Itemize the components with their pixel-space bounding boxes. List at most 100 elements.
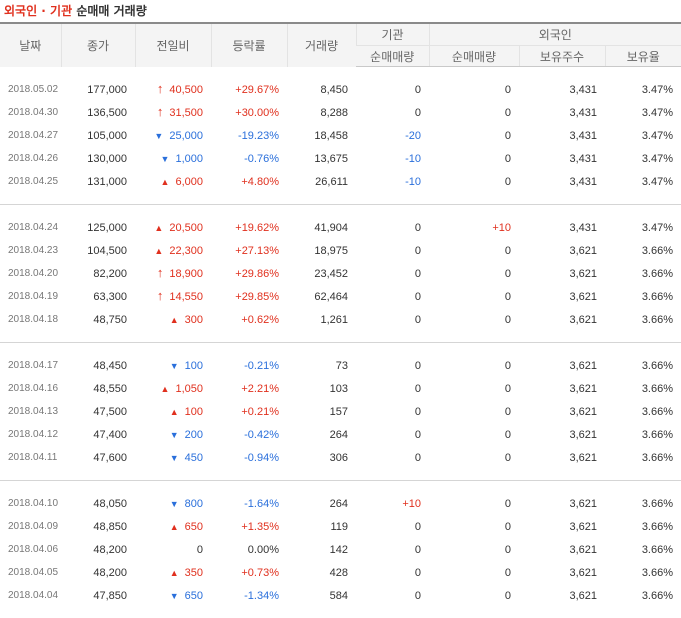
cell-volume-value: 13,675 — [314, 153, 348, 165]
cell-close-value: 136,500 — [87, 107, 127, 119]
cell-inst-net-value: 0 — [415, 107, 421, 119]
cell-volume: 306 — [287, 446, 356, 469]
cell-date: 2018.04.09 — [0, 515, 61, 538]
cell-change: ▲300 — [135, 308, 211, 331]
cell-close-value: 131,000 — [87, 176, 127, 188]
cell-volume-value: 23,452 — [314, 268, 348, 280]
cell-close-value: 48,200 — [93, 567, 127, 579]
cell-date: 2018.04.11 — [0, 446, 61, 469]
cell-volume: 41,904 — [287, 216, 356, 239]
cell-inst-net-value: 0 — [415, 452, 421, 464]
cell-date-value: 2018.04.17 — [8, 360, 58, 371]
cell-volume: 13,675 — [287, 147, 356, 170]
cell-foreign-hold: 3,431 — [519, 101, 605, 124]
cell-foreign-ratio-value: 3.66% — [642, 383, 673, 395]
cell-foreign-net: 0 — [429, 561, 519, 584]
cell-foreign-net-value: +10 — [492, 222, 511, 234]
cell-foreign-net-value: 0 — [505, 498, 511, 510]
cell-close: 48,750 — [61, 308, 135, 331]
cell-foreign-net-value: 0 — [505, 245, 511, 257]
cell-foreign-hold: 3,431 — [519, 78, 605, 101]
cell-change-value: 100 — [185, 360, 203, 372]
cell-date-value: 2018.04.27 — [8, 130, 58, 141]
cell-foreign-hold: 3,621 — [519, 561, 605, 584]
upper-limit-arrow-icon: ↑ — [157, 107, 164, 117]
cell-foreign-hold-value: 3,431 — [569, 153, 597, 165]
cell-date-value: 2018.04.20 — [8, 268, 58, 279]
cell-volume: 18,975 — [287, 239, 356, 262]
cell-rate-value: 0.00% — [248, 544, 279, 556]
cell-volume: 18,458 — [287, 124, 356, 147]
cell-change: ▼25,000 — [135, 124, 211, 147]
cell-rate: +2.21% — [211, 377, 287, 400]
cell-rate: +19.62% — [211, 216, 287, 239]
cell-foreign-ratio-value: 3.47% — [642, 222, 673, 234]
cell-close-value: 104,500 — [87, 245, 127, 257]
triangle-down-icon: ▼ — [170, 591, 179, 601]
cell-change: 0 — [135, 538, 211, 561]
header-foreign-ratio: 보유율 — [605, 46, 681, 67]
cell-date: 2018.04.05 — [0, 561, 61, 584]
cell-inst-net: -10 — [356, 147, 429, 170]
cell-volume-value: 157 — [330, 406, 348, 418]
cell-inst-net-value: 0 — [415, 406, 421, 418]
cell-volume-value: 26,611 — [315, 176, 348, 188]
cell-date-value: 2018.04.10 — [8, 498, 58, 509]
cell-close: 47,600 — [61, 446, 135, 469]
triangle-up-icon: ▲ — [154, 246, 163, 256]
cell-inst-net-value: 0 — [415, 84, 421, 96]
cell-foreign-hold-value: 3,621 — [569, 544, 597, 556]
cell-foreign-net: +10 — [429, 216, 519, 239]
cell-foreign-ratio-value: 3.66% — [642, 360, 673, 372]
cell-inst-net: 0 — [356, 423, 429, 446]
cell-rate: -1.64% — [211, 492, 287, 515]
cell-foreign-ratio-value: 3.66% — [642, 452, 673, 464]
cell-inst-net: 0 — [356, 101, 429, 124]
cell-volume-value: 8,288 — [320, 107, 348, 119]
cell-close-value: 177,000 — [87, 84, 127, 96]
cell-volume: 103 — [287, 377, 356, 400]
cell-foreign-ratio: 3.47% — [605, 147, 681, 170]
cell-volume: 23,452 — [287, 262, 356, 285]
cell-foreign-net: 0 — [429, 124, 519, 147]
cell-date-value: 2018.04.19 — [8, 291, 58, 302]
cell-foreign-hold: 3,621 — [519, 308, 605, 331]
cell-foreign-ratio-value: 3.47% — [642, 107, 673, 119]
cell-inst-net: 0 — [356, 239, 429, 262]
cell-change-value: 200 — [185, 429, 203, 441]
cell-foreign-net-value: 0 — [505, 176, 511, 188]
cell-foreign-net: 0 — [429, 170, 519, 193]
cell-foreign-ratio-value: 3.66% — [642, 590, 673, 602]
cell-close: 125,000 — [61, 216, 135, 239]
cell-date: 2018.04.18 — [0, 308, 61, 331]
cell-inst-net-value: -10 — [405, 153, 421, 165]
cell-rate-value: +0.73% — [241, 567, 279, 579]
group-gap — [0, 607, 681, 618]
cell-date: 2018.04.27 — [0, 124, 61, 147]
cell-volume: 142 — [287, 538, 356, 561]
cell-foreign-net-value: 0 — [505, 567, 511, 579]
cell-inst-net: 0 — [356, 78, 429, 101]
cell-foreign-hold-value: 3,621 — [569, 406, 597, 418]
cell-inst-net: 0 — [356, 446, 429, 469]
cell-rate-value: +4.80% — [241, 176, 279, 188]
cell-rate-value: -0.76% — [244, 153, 279, 165]
cell-foreign-net: 0 — [429, 584, 519, 607]
group-gap — [0, 67, 681, 79]
cell-change-value: 14,550 — [169, 291, 203, 303]
cell-close-value: 105,000 — [87, 130, 127, 142]
cell-foreign-ratio: 3.66% — [605, 446, 681, 469]
cell-close: 48,450 — [61, 354, 135, 377]
cell-volume: 428 — [287, 561, 356, 584]
cell-foreign-hold: 3,431 — [519, 216, 605, 239]
